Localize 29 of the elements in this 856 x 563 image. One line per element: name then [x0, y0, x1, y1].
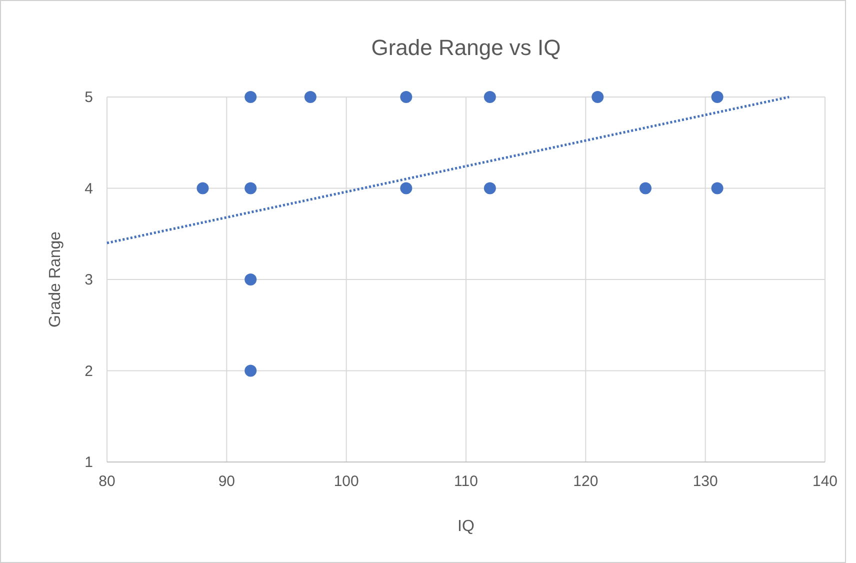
point — [484, 182, 496, 194]
x-tick-label: 100 — [334, 473, 359, 490]
point — [400, 91, 412, 103]
x-tick-label: 120 — [573, 473, 598, 490]
y-tick-label: 5 — [84, 89, 93, 106]
point — [400, 182, 412, 194]
x-tick-label: 90 — [218, 473, 236, 490]
point — [196, 182, 209, 194]
point — [711, 182, 724, 194]
chart-title: Grade Range vs IQ — [371, 35, 561, 60]
point — [304, 91, 316, 103]
point — [640, 182, 652, 194]
x-axis-title: IQ — [458, 518, 474, 535]
point — [244, 364, 257, 377]
y-tick-label: 1 — [84, 454, 93, 471]
point — [592, 91, 604, 103]
point — [244, 91, 257, 103]
y-tick-label: 2 — [84, 362, 93, 380]
y-tick-label: 4 — [84, 180, 93, 198]
y-axis-title: Grade Range — [47, 231, 64, 328]
point — [484, 91, 496, 103]
x-tick-label: 110 — [454, 473, 478, 490]
y-tick-label: 3 — [84, 272, 93, 288]
x-tick-label: 130 — [692, 473, 718, 490]
point — [244, 274, 257, 286]
point — [244, 182, 257, 194]
point — [711, 91, 724, 103]
x-tick-label: 80 — [98, 473, 116, 490]
x-tick-label: 140 — [812, 473, 838, 490]
